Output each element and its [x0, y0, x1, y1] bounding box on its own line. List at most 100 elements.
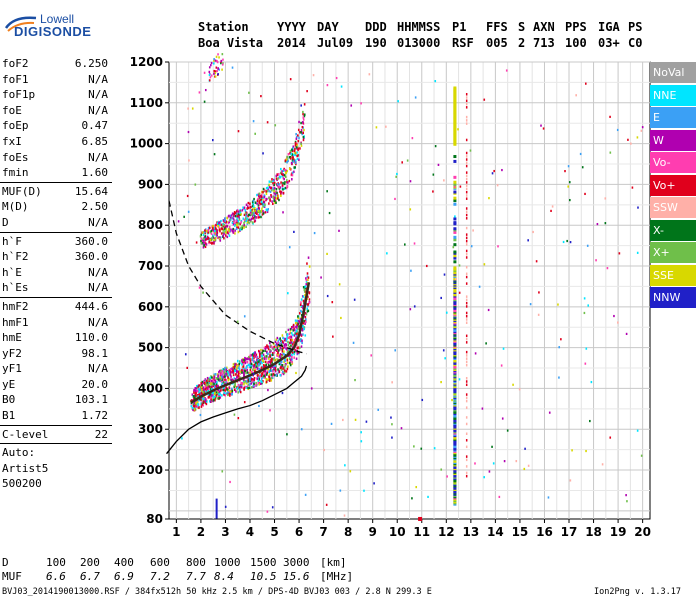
echo-trace-point-multiple [211, 234, 214, 237]
param-row: 500200 [0, 476, 112, 492]
header-label-year: YYYY [277, 20, 306, 34]
echo-trace-point [277, 351, 279, 355]
echo-trace-point-multiple [208, 241, 210, 245]
echo-trace-point [213, 390, 216, 393]
echo-trace-point [216, 397, 219, 400]
echo-trace-point [212, 379, 215, 382]
interference-point [453, 250, 457, 254]
echo-trace-point-multiple [275, 177, 278, 180]
echo-trace-point-multiple [249, 209, 252, 212]
noise-point [254, 132, 256, 135]
echo-trace-point [265, 357, 268, 360]
echo-trace-point-multiple [216, 229, 219, 232]
echo-trace-point-multiple [202, 233, 205, 236]
echo-trace-point-multiple [238, 218, 241, 221]
noise-point [312, 74, 315, 77]
noise-point [636, 429, 639, 432]
interference-point [465, 233, 468, 236]
echo-trace-point [293, 356, 295, 359]
interference-point [465, 138, 468, 142]
echo-trace-point [297, 315, 299, 318]
echo-trace-point [257, 379, 260, 382]
interference-point [465, 439, 468, 442]
echo-trace-point [198, 388, 201, 392]
echo-trace-point [221, 375, 223, 378]
echo-trace-point-multiple [259, 202, 262, 205]
echo-trace-point [200, 382, 203, 385]
noise-point [506, 429, 509, 432]
noise-point [568, 181, 571, 184]
echo-trace-point-multiple [239, 211, 242, 214]
echo-trace-point-multiple [236, 215, 239, 218]
echo-trace-point-multiple [258, 201, 260, 204]
distance-value: 100 [46, 556, 66, 569]
echo-trace-point [280, 343, 283, 346]
echo-trace-point [253, 378, 255, 382]
echo-trace-point [248, 356, 250, 359]
echo-trace-point-multiple [210, 232, 213, 235]
noise-point [274, 124, 277, 127]
echo-trace-point [224, 366, 226, 370]
echo-trace-point-multiple [234, 224, 236, 227]
noise-point [300, 428, 303, 431]
echo-trace-point [294, 332, 297, 335]
echo-trace-point [265, 380, 268, 384]
echo-trace-point-multiple [202, 246, 205, 249]
header-value-pps: 100 [565, 36, 587, 50]
param-separator [0, 181, 112, 183]
echo-trace-point-multiple [300, 131, 302, 134]
echo-trace-point-multiple [273, 190, 275, 193]
echo-trace-point [245, 371, 247, 375]
echo-trace-point-multiple [214, 224, 216, 227]
echo-trace-point-multiple [257, 210, 260, 213]
param-separator [0, 424, 112, 426]
echo-trace-point [217, 389, 220, 392]
echo-trace-point-multiple [281, 184, 284, 187]
echo-trace-point-multiple [219, 230, 221, 233]
echo-trace-point [284, 346, 286, 349]
echo-trace-point [251, 370, 253, 374]
echo-trace-point-multiple [255, 210, 257, 213]
echo-trace-point [300, 309, 302, 313]
echo-trace-point [262, 349, 264, 353]
echo-trace-point [197, 387, 200, 391]
param-row: M(D) 2.50 [0, 199, 112, 215]
echo-trace-point [229, 394, 231, 397]
echo-trace-point [275, 342, 278, 345]
echo-trace-point [292, 333, 294, 337]
noise-point [458, 264, 461, 267]
noise-point [406, 159, 409, 162]
echo-trace-point [260, 374, 263, 378]
echo-trace-point-multiple [266, 197, 268, 201]
echo-trace-point-multiple [237, 210, 240, 213]
echo-trace-point [224, 375, 226, 378]
echo-trace-point [280, 339, 282, 343]
echo-trace-point [287, 348, 289, 352]
echo-trace-point [253, 377, 256, 380]
y-tick-label: 1000 [130, 137, 163, 151]
interference-point [465, 106, 468, 109]
echo-trace-point-multiple [264, 211, 267, 214]
noise-point [551, 205, 554, 208]
echo-trace-point-high [221, 53, 224, 56]
echo-trace-point-multiple [256, 202, 258, 205]
echo-trace-point-multiple [301, 132, 303, 136]
muf-dashed-line [168, 200, 307, 355]
echo-trace-point-multiple [273, 179, 275, 182]
param-value: N/A [88, 88, 108, 102]
echo-trace-point-multiple [275, 197, 278, 200]
noise-point [569, 479, 572, 482]
echo-trace-point-multiple [273, 192, 276, 195]
interference-point [453, 230, 457, 234]
echo-trace-point [235, 367, 238, 370]
interference-point [465, 190, 468, 194]
echo-trace-point [206, 383, 208, 387]
interference-point [465, 396, 468, 400]
echo-trace-point [300, 338, 302, 341]
muf-unit: [MHz] [320, 570, 354, 583]
noise-point [581, 166, 584, 169]
echo-trace-point-multiple [252, 202, 254, 206]
echo-trace-point [271, 359, 273, 363]
interference-point [465, 360, 468, 364]
echo-trace-point [222, 388, 225, 392]
